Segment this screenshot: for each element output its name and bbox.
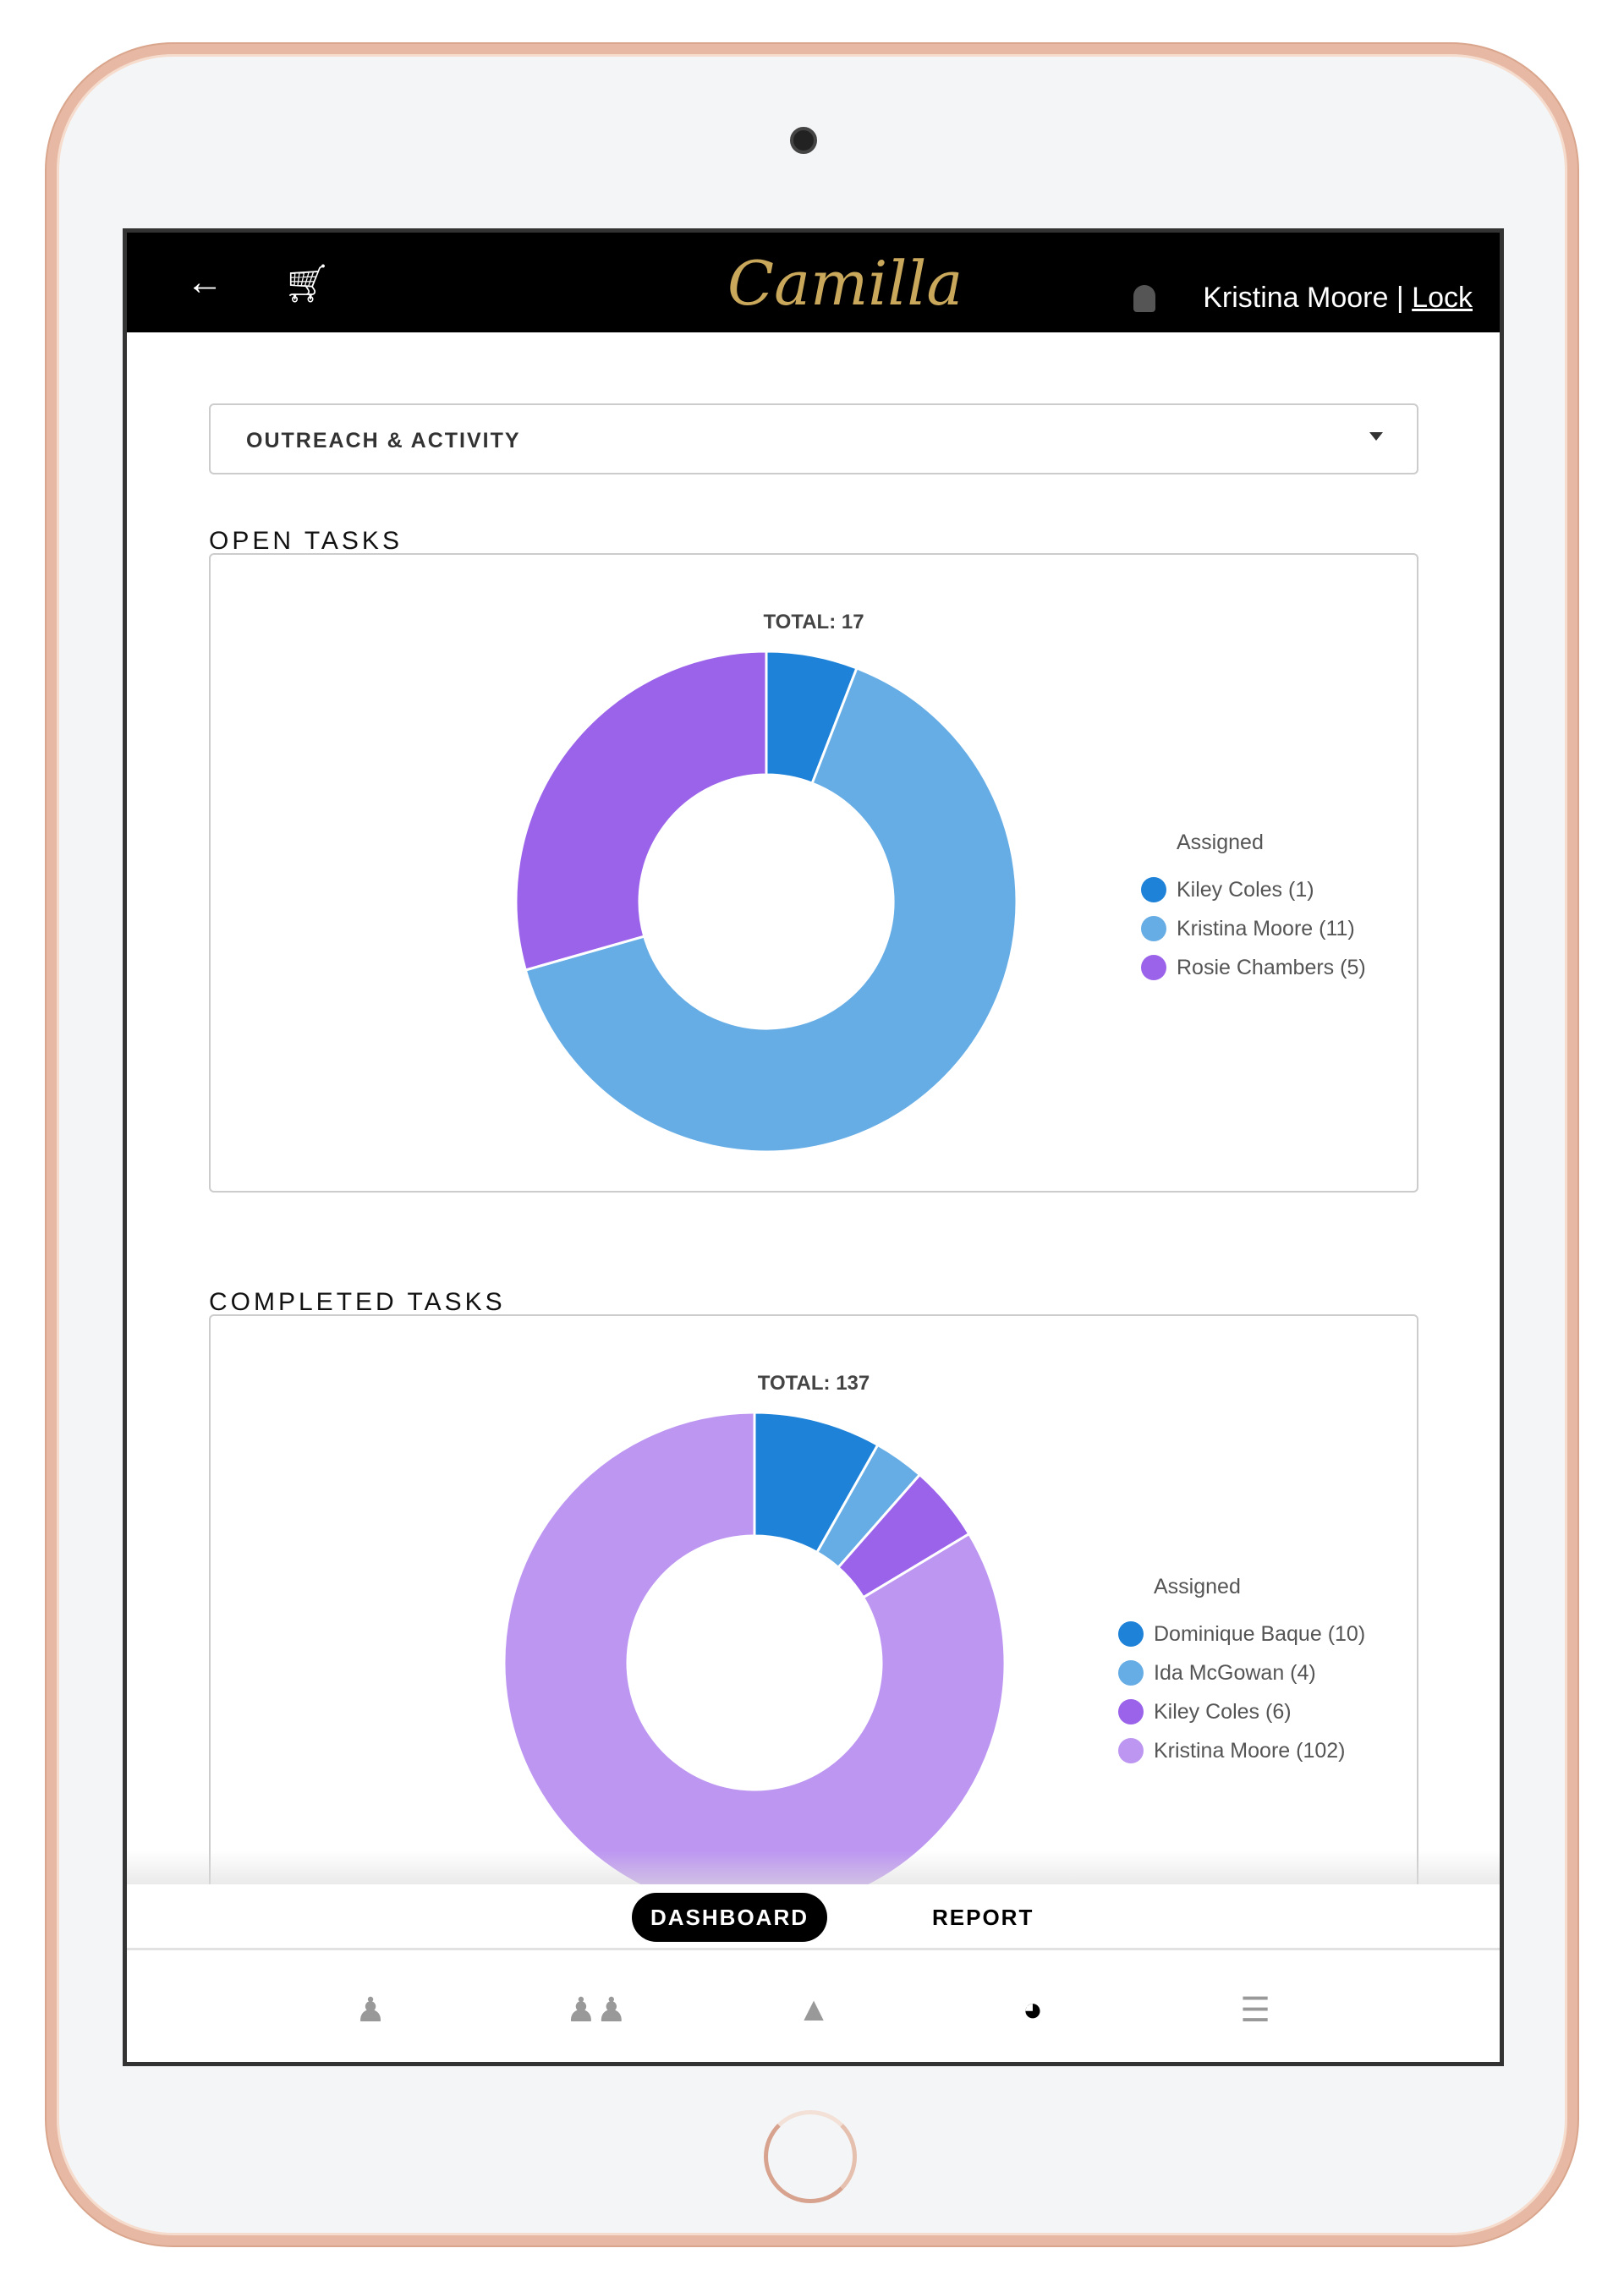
dashboard-content[interactable]: OUTREACH & ACTIVITY OPEN TASKS TOTAL: 17… — [127, 332, 1500, 1884]
dropdown-value: OUTREACH & ACTIVITY — [246, 429, 521, 452]
numbered-list-icon[interactable]: ☰ — [1240, 1992, 1270, 2029]
tab-dashboard[interactable]: DASHBOARD — [632, 1893, 827, 1942]
legend-label: Ida McGowan (4) — [1154, 1660, 1316, 1685]
legend-swatch — [1141, 955, 1166, 980]
legend-item[interactable]: Kristina Moore (11) — [1141, 909, 1366, 948]
tab-bar: DASHBOARD REPORT — [127, 1884, 1500, 1950]
legend-swatch — [1141, 877, 1166, 902]
completed-tasks-card: TOTAL: 137 Assigned Dominique Baque (10) I… — [209, 1314, 1418, 1884]
legend-item[interactable]: Kristina Moore (102) — [1118, 1731, 1365, 1770]
user-area: Kristina Moore | Lock — [1203, 282, 1473, 315]
chart-total: TOTAL: 137 — [757, 1372, 870, 1395]
completed-tasks-title: COMPLETED TASKS — [209, 1288, 506, 1316]
legend-label: Kiley Coles (1) — [1177, 877, 1314, 902]
legend-swatch — [1118, 1699, 1144, 1724]
app-screen: ← 🛒︎ Camilla Kristina Moore | Lock OUTRE… — [123, 228, 1504, 2066]
completed-tasks-legend: Assigned Dominique Baque (10) Ida McGowan … — [1118, 1575, 1365, 1770]
legend-item[interactable]: Kiley Coles (6) — [1118, 1692, 1365, 1731]
separator: | — [1396, 282, 1404, 314]
tab-report[interactable]: REPORT — [932, 1905, 1034, 1930]
chart-total: TOTAL: 17 — [763, 611, 864, 633]
bell-icon[interactable] — [1133, 285, 1155, 312]
legend-label: Kiley Coles (6) — [1154, 1699, 1292, 1724]
legend-label: Kristina Moore (102) — [1154, 1738, 1346, 1763]
category-dropdown[interactable]: OUTREACH & ACTIVITY — [209, 403, 1418, 474]
logo: Camilla — [727, 248, 963, 319]
user-name: Kristina Moore — [1203, 282, 1389, 314]
legend-title: Assigned — [1177, 831, 1264, 854]
legend-label: Dominique Baque (10) — [1154, 1621, 1366, 1646]
legend-label: Kristina Moore (11) — [1177, 916, 1355, 940]
legend-swatch — [1141, 916, 1166, 941]
pie-chart-icon[interactable]: ◕ — [1022, 1991, 1044, 2028]
open-tasks-legend: Assigned Kiley Coles (1) Kristina Moore (1… — [1141, 831, 1366, 987]
open-tasks-card: TOTAL: 17 Assigned Kiley Coles (1) Kristin… — [209, 553, 1418, 1193]
donut-slice[interactable] — [514, 650, 768, 972]
donut-slice[interactable] — [524, 666, 1018, 1154]
legend-swatch — [1118, 1738, 1144, 1763]
legend-label: Rosie Chambers (5) — [1177, 955, 1366, 979]
legend-item[interactable]: Dominique Baque (10) — [1118, 1615, 1365, 1653]
legend-swatch — [1118, 1660, 1144, 1686]
group-icon[interactable]: ♟♟ — [566, 1992, 627, 2029]
legend-title: Assigned — [1154, 1575, 1241, 1598]
camera — [790, 127, 817, 154]
person-icon[interactable]: ♟ — [355, 1992, 386, 2029]
shirt-icon[interactable]: ▲ — [797, 1991, 831, 2028]
legend-swatch — [1118, 1621, 1144, 1647]
completed-tasks-donut — [502, 1411, 1007, 1884]
legend-item[interactable]: Rosie Chambers (5) — [1141, 948, 1366, 987]
open-tasks-title: OPEN TASKS — [209, 527, 403, 555]
lock-link[interactable]: Lock — [1412, 282, 1473, 314]
open-tasks-donut — [514, 650, 1018, 1154]
legend-item[interactable]: Ida McGowan (4) — [1118, 1653, 1365, 1692]
home-button[interactable] — [764, 2110, 857, 2203]
scroll-fade — [127, 1851, 1500, 1884]
legend-item[interactable]: Kiley Coles (1) — [1141, 870, 1366, 909]
arrow-left-icon[interactable]: ← — [186, 261, 223, 303]
app-header: ← 🛒︎ Camilla Kristina Moore | Lock — [127, 233, 1500, 332]
bottom-nav: ♟ ♟♟ ▲ ◕ ☰ — [127, 1950, 1500, 2062]
cart-icon[interactable]: 🛒︎ — [283, 263, 331, 304]
caret-down-icon — [1369, 432, 1383, 441]
